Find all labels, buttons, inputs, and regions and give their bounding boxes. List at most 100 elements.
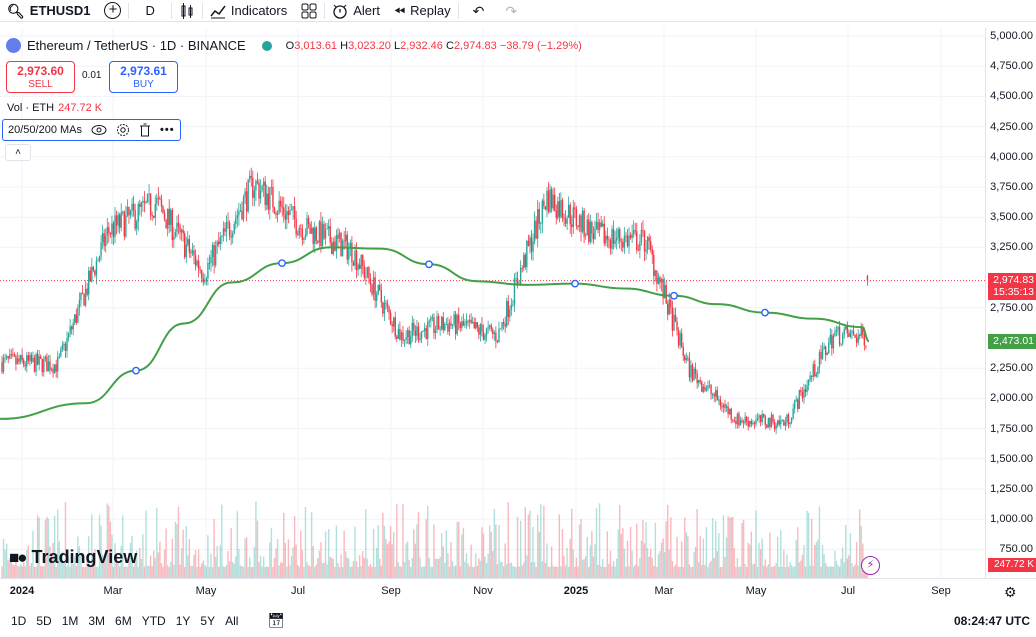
collapse-legend-button[interactable]: ˄ bbox=[5, 144, 31, 161]
indicators-button[interactable]: Indicators bbox=[203, 0, 294, 22]
candle-body bbox=[826, 352, 828, 356]
price-chart[interactable] bbox=[0, 28, 985, 578]
volume-bar bbox=[440, 532, 443, 578]
candle-body bbox=[140, 202, 143, 207]
volume-bar bbox=[160, 563, 163, 578]
candle-body bbox=[187, 239, 189, 245]
range-button-5y[interactable]: 5Y bbox=[200, 613, 216, 628]
range-button-1d[interactable]: 1D bbox=[11, 613, 27, 628]
range-button-ytd[interactable]: YTD bbox=[141, 613, 166, 628]
volume-bar bbox=[597, 564, 599, 578]
candle-body bbox=[744, 416, 746, 424]
candle-body bbox=[862, 326, 864, 335]
candle-body bbox=[852, 330, 855, 335]
candle-body bbox=[122, 211, 124, 213]
range-button-1m[interactable]: 1M bbox=[61, 613, 79, 628]
range-button-6m[interactable]: 6M bbox=[115, 613, 132, 628]
candle-body bbox=[691, 365, 694, 381]
volume-bar bbox=[789, 562, 791, 578]
candle-body bbox=[46, 356, 48, 372]
candle-body bbox=[798, 390, 801, 409]
candle-body bbox=[179, 226, 181, 233]
candle-body bbox=[236, 215, 239, 218]
range-button-5d[interactable]: 5D bbox=[36, 613, 52, 628]
candle-body bbox=[434, 329, 437, 334]
volume-bar bbox=[389, 526, 392, 578]
volume-bar bbox=[773, 566, 776, 578]
layouts-button[interactable] bbox=[294, 0, 324, 22]
range-button-all[interactable]: All bbox=[225, 613, 239, 628]
replay-icon: ⏪︎ bbox=[393, 2, 406, 19]
replay-button[interactable]: ⏪︎ Replay bbox=[387, 0, 458, 22]
buy-button[interactable]: 2,973.61 BUY bbox=[109, 61, 178, 93]
candle-body bbox=[623, 235, 626, 248]
candle-body bbox=[321, 223, 324, 247]
volume-bar bbox=[49, 546, 51, 578]
volume-bar bbox=[24, 566, 26, 578]
more-icon[interactable]: ••• bbox=[160, 124, 175, 136]
symbol-search-button[interactable]: 🔍︎ ETHUSD1 bbox=[0, 0, 97, 22]
candle-body bbox=[162, 206, 164, 214]
sell-label: SELL bbox=[28, 79, 53, 90]
volume-bar bbox=[204, 565, 206, 578]
volume-bar bbox=[306, 562, 308, 578]
trash-icon[interactable] bbox=[139, 123, 151, 137]
candle-body bbox=[828, 342, 830, 353]
volume-bar bbox=[222, 566, 225, 578]
volume-bar bbox=[557, 566, 559, 578]
chart-settings-icon[interactable]: ⚙︎ bbox=[1004, 584, 1017, 600]
candle-body bbox=[166, 208, 169, 229]
volume-bar bbox=[811, 518, 813, 578]
candle-body bbox=[843, 329, 845, 335]
volume-bar bbox=[355, 561, 358, 578]
candle-body bbox=[448, 322, 451, 332]
candle-body bbox=[614, 240, 616, 244]
ma-indicator-legend[interactable]: 20/50/200 MAs ••• bbox=[2, 119, 181, 141]
volume-bar bbox=[710, 560, 712, 578]
flash-icon[interactable]: ⚡︎ bbox=[861, 556, 880, 575]
ma-label: 20/50/200 MAs bbox=[8, 124, 82, 136]
candle-body bbox=[536, 209, 539, 239]
interval-button[interactable]: D bbox=[129, 0, 170, 22]
candle-body bbox=[685, 357, 688, 361]
sell-button[interactable]: 2,973.60 SELL bbox=[6, 61, 75, 93]
volume-bar bbox=[803, 545, 805, 578]
volume-bar bbox=[713, 558, 715, 578]
candle-body bbox=[829, 334, 831, 343]
calendar-icon[interactable]: 📅︎ bbox=[267, 612, 286, 628]
time-axis[interactable]: ⚙︎ 2024 Mar May Jul Sep Nov 2025 Mar May Jul Sep bbox=[0, 578, 1036, 604]
volume-bar bbox=[413, 529, 415, 578]
volume-bar bbox=[151, 566, 153, 578]
volume-legend[interactable]: Vol · ETH 247.72 K bbox=[7, 102, 102, 114]
gear-icon[interactable] bbox=[116, 123, 130, 137]
candle-body bbox=[391, 323, 393, 327]
candle-body bbox=[380, 290, 383, 303]
candle-body bbox=[667, 303, 669, 315]
candle-body bbox=[247, 179, 249, 212]
candle-body bbox=[72, 322, 74, 330]
volume-bar bbox=[687, 536, 689, 578]
alert-button[interactable]: Alert bbox=[325, 0, 387, 22]
range-button-1y[interactable]: 1Y bbox=[175, 613, 191, 628]
range-button-3m[interactable]: 3M bbox=[88, 613, 106, 628]
chart-style-button[interactable] bbox=[172, 0, 202, 22]
candle-body bbox=[422, 330, 424, 332]
candle-body bbox=[417, 326, 420, 340]
symbol-legend[interactable]: Ethereum / TetherUS · 1D · BINANCE O3,01… bbox=[6, 38, 582, 53]
volume-bar bbox=[693, 552, 695, 578]
candle-body bbox=[733, 420, 736, 422]
volume-bar bbox=[247, 566, 249, 578]
compare-symbol-button[interactable]: + bbox=[97, 0, 128, 22]
price-axis[interactable]: 5,000.00 4,750.00 4,500.00 4,250.00 4,000.00… bbox=[985, 28, 1036, 578]
candle-body bbox=[235, 217, 237, 225]
redo-button[interactable]: ↷ bbox=[498, 0, 524, 22]
clock[interactable]: 08:24:47 UTC bbox=[953, 614, 1030, 628]
volume-bar bbox=[691, 567, 694, 578]
volume-bar bbox=[250, 566, 252, 578]
candle-body bbox=[9, 354, 11, 359]
volume-bar bbox=[425, 519, 427, 578]
volume-bar bbox=[298, 566, 300, 578]
candle-body bbox=[375, 294, 378, 301]
eye-icon[interactable] bbox=[91, 124, 107, 136]
undo-button[interactable]: ↶ bbox=[459, 0, 499, 22]
